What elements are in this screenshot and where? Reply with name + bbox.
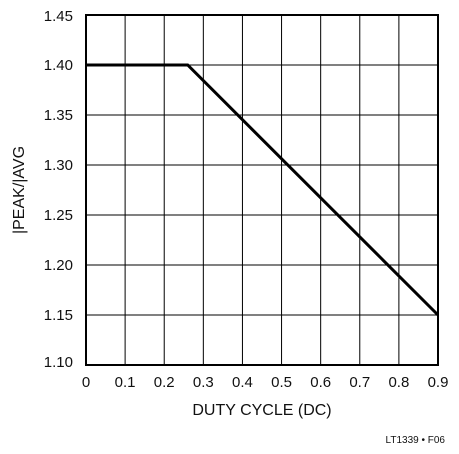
y-tick-label: 1.10 <box>44 354 73 371</box>
grid <box>86 15 438 365</box>
x-tick-label: 0.8 <box>388 374 409 391</box>
x-tick-label: 0.6 <box>310 374 331 391</box>
y-tick-label: 1.30 <box>44 157 73 174</box>
series-line <box>86 63 440 317</box>
y-tick-label: 1.25 <box>44 207 73 224</box>
y-tick-label: 1.35 <box>44 107 73 124</box>
plot-frame <box>85 14 439 366</box>
y-tick-label: 1.45 <box>44 8 73 25</box>
x-tick-label: 0 <box>82 374 90 391</box>
y-axis-title: |PEAK/|AVG <box>11 146 28 234</box>
y-tick-labels: 1.10 1.15 1.20 1.25 1.30 1.35 1.40 1.45 <box>44 8 73 371</box>
figure-id: LT1339 • F06 <box>385 435 445 446</box>
x-tick-label: 0.9 <box>428 374 449 391</box>
x-tick-label: 0.5 <box>271 374 292 391</box>
x-tick-label: 0.4 <box>232 374 253 391</box>
x-tick-label: 0.3 <box>193 374 214 391</box>
y-tick-label: 1.15 <box>44 307 73 324</box>
y-tick-label: 1.40 <box>44 57 73 74</box>
x-tick-label: 0.1 <box>115 374 136 391</box>
x-tick-label: 0.2 <box>154 374 175 391</box>
x-tick-label: 0.7 <box>349 374 370 391</box>
y-tick-label: 1.20 <box>44 257 73 274</box>
x-tick-labels: 0 0.1 0.2 0.3 0.4 0.5 0.6 0.7 0.8 0.9 <box>82 374 449 391</box>
x-axis-title: DUTY CYCLE (DC) <box>192 402 331 419</box>
